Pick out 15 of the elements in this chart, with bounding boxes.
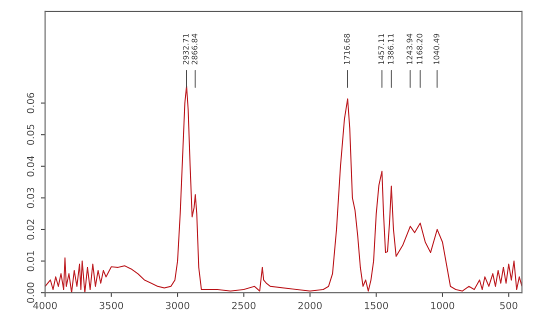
y-tick-label: 0.05 [26,124,34,145]
x-tick-label: 3000 [166,302,190,310]
y-tick-label: 0.00 [26,282,34,303]
y-tick-label: 0.01 [26,251,34,272]
x-tick-label: 2000 [298,302,322,310]
x-tick-label: 2500 [232,302,256,310]
y-tick-label: 0.06 [26,92,34,114]
y-tick-label: 0.03 [26,188,34,208]
x-tick-label: 1500 [364,302,388,310]
y-tick-label: 0.02 [26,220,34,240]
x-tick-label: 1000 [431,302,454,310]
x-tick-label: 500 [500,302,518,310]
x-tick-label: 4000 [33,302,57,310]
y-tick-label: 0.04 [26,156,34,176]
x-tick-label: 3500 [100,302,124,310]
